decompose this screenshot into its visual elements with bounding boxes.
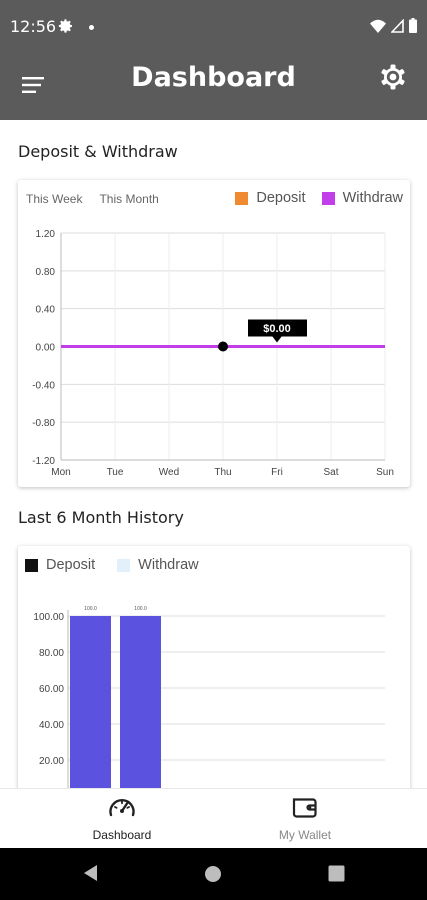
- x-tick-label: Tue: [107, 467, 124, 478]
- y-tick-label: -1.20: [32, 456, 55, 467]
- legend-label-deposit: Deposit: [46, 557, 96, 573]
- status-bar: 12:56: [0, 0, 427, 52]
- deposit-withdraw-card: This Week This Month Deposit Withdraw 1.…: [18, 180, 410, 487]
- settings-button[interactable]: [379, 63, 407, 91]
- x-tick-label: Sat: [323, 467, 338, 478]
- bottom-navigation: Dashboard My Wallet: [0, 788, 427, 848]
- y-tick-label: 20.00: [39, 756, 64, 767]
- history-title: Last 6 Month History: [18, 508, 184, 527]
- speedometer-icon: [109, 798, 135, 817]
- recents-button[interactable]: [328, 865, 345, 887]
- bar-data-label: 100.0: [134, 606, 147, 612]
- bar-deposit: [70, 616, 111, 796]
- period-tabs: This Week This Month: [26, 192, 159, 206]
- legend-label-withdraw: Withdraw: [342, 190, 403, 206]
- battery-icon: [409, 18, 417, 33]
- tab-this-week[interactable]: This Week: [26, 192, 83, 206]
- wallet-icon: [292, 798, 317, 818]
- page-title: Dashboard: [131, 62, 296, 93]
- deposit-withdraw-title: Deposit & Withdraw: [18, 142, 178, 161]
- tooltip-label: $0.00: [263, 323, 291, 335]
- legend-label-withdraw: Withdraw: [138, 557, 199, 573]
- legend-swatch-deposit: [25, 558, 38, 572]
- signal-icon: [391, 18, 404, 33]
- tooltip-box: [248, 319, 307, 337]
- bar-chart: 100.00 80.00 60.00 40.00 20.00 100.0 100.0: [33, 606, 385, 796]
- nav-my-wallet-label: My Wallet: [278, 828, 332, 842]
- legend-swatch-deposit: [235, 191, 249, 205]
- history-card: Deposit Withdraw 100.00 80.00 60.00 40.00 20…: [18, 546, 410, 806]
- back-button[interactable]: [82, 864, 98, 887]
- line-chart-legend: Deposit Withdraw: [235, 190, 403, 206]
- legend-item-withdraw: Withdraw: [117, 557, 199, 573]
- nav-dashboard[interactable]: Dashboard: [42, 795, 202, 842]
- app-bar: Dashboard: [0, 52, 427, 120]
- status-time: 12:56: [10, 17, 57, 36]
- y-tick-label: 0.80: [36, 267, 56, 278]
- wifi-icon: [370, 19, 386, 33]
- y-tick-label: 0.40: [36, 305, 56, 316]
- notification-dot-icon: [89, 25, 94, 30]
- x-tick-label: Wed: [159, 467, 179, 478]
- hamburger-menu-icon: [22, 77, 44, 93]
- bar-data-label: 100.0: [84, 606, 97, 612]
- home-button[interactable]: [204, 865, 222, 888]
- tab-this-month[interactable]: This Month: [99, 192, 159, 206]
- legend-swatch-withdraw: [321, 191, 335, 205]
- y-tick-label: 1.20: [36, 229, 56, 240]
- x-tick-label: Thu: [214, 467, 231, 478]
- nav-my-wallet[interactable]: My Wallet: [225, 795, 385, 842]
- system-navigation-bar: [0, 848, 427, 900]
- y-tick-label: 60.00: [39, 684, 64, 695]
- tooltip-pointer: [272, 336, 282, 343]
- legend-item-withdraw: Withdraw: [321, 190, 403, 206]
- nav-dashboard-label: Dashboard: [92, 828, 152, 842]
- legend-label-deposit: Deposit: [256, 190, 306, 206]
- y-tick-label: 40.00: [39, 720, 64, 731]
- recents-square-icon: [328, 865, 345, 882]
- gear-icon: [381, 64, 405, 90]
- y-tick-label: -0.40: [32, 380, 55, 391]
- chart-tooltip: $0.00: [248, 319, 307, 343]
- y-tick-label: -0.80: [32, 418, 55, 429]
- back-triangle-icon: [84, 865, 97, 881]
- y-tick-label: 80.00: [39, 648, 64, 659]
- x-tick-label: Mon: [51, 467, 70, 478]
- highlighted-point: [218, 341, 228, 352]
- x-tick-label: Sun: [376, 467, 394, 478]
- legend-item-deposit: Deposit: [25, 557, 95, 573]
- bar-deposit: [120, 616, 161, 796]
- settings-notification-icon: [58, 18, 74, 39]
- legend-swatch-withdraw: [117, 558, 131, 572]
- menu-button[interactable]: [22, 74, 48, 96]
- legend-item-deposit: Deposit: [235, 190, 306, 206]
- system-icons: [370, 18, 417, 33]
- y-tick-label: 100.00: [33, 612, 64, 623]
- x-tick-label: Fri: [271, 467, 283, 478]
- y-tick-label: 0.00: [36, 343, 56, 354]
- bar-chart-legend: Deposit Withdraw: [25, 557, 199, 573]
- home-circle-icon: [205, 866, 221, 882]
